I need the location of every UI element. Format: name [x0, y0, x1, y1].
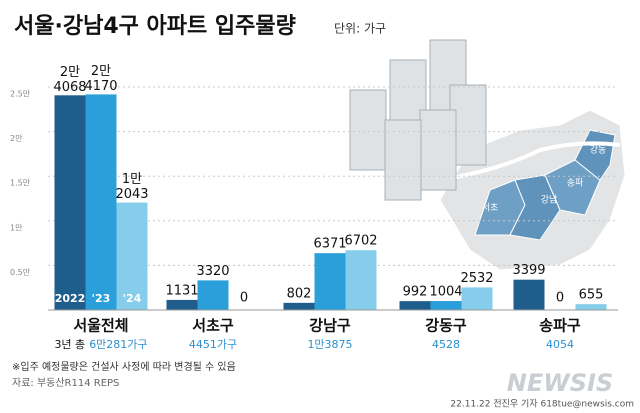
total-label: 4451가구: [189, 338, 237, 351]
x-tick-label: 강동구: [425, 317, 467, 335]
bar: [116, 202, 148, 310]
total-label: 3년 총 6만281가구: [54, 338, 147, 351]
value-label: 0: [240, 291, 248, 306]
total-prefix: 3년 총: [54, 338, 85, 351]
chart-title: 서울·강남4구 아파트 입주물량: [14, 14, 296, 39]
bar: [345, 250, 377, 310]
map-label: 강남: [541, 195, 558, 206]
y-tick-label: 2.5만: [10, 90, 31, 99]
bar: [166, 299, 198, 310]
value-label: 6371: [313, 237, 346, 252]
value-label: 2만: [60, 65, 80, 80]
value-label: 2532: [460, 271, 493, 286]
buildings: [349, 39, 487, 201]
value-label: 0: [556, 291, 564, 306]
value-label: 1004: [429, 285, 462, 300]
total-label: 1만3875: [307, 338, 352, 351]
total-label: 4054: [546, 338, 574, 351]
value-label: 992: [403, 285, 428, 300]
legend-label: '23: [92, 292, 111, 305]
y-tick-label: 0.5만: [10, 268, 31, 277]
value-label: 2만: [91, 64, 111, 79]
bar: [197, 280, 229, 310]
value-label: 4170: [84, 79, 117, 94]
legend-label: 2022: [55, 292, 86, 305]
value-label: 1만: [122, 172, 142, 187]
x-tick-label: 서울전체: [73, 317, 128, 335]
unit: 단위: 가구: [334, 22, 386, 36]
note: ※입주 예정물량은 건설사 사정에 따라 변경될 수 있음: [12, 360, 236, 373]
map: [439, 109, 626, 271]
bar: [399, 301, 431, 310]
map-label: 송파: [567, 178, 584, 189]
x-tick-label: 강남구: [309, 317, 351, 335]
value-label: 3399: [512, 263, 545, 278]
value-label: 1131: [165, 283, 198, 298]
value-label: 3320: [196, 264, 229, 279]
source: 자료: 부동산R114 REPS: [12, 377, 119, 389]
legend-label: '24: [123, 292, 142, 305]
value-label: 802: [287, 286, 312, 301]
y-tick-label: 1만: [10, 223, 23, 232]
credit: 22.11.22 전진우 기자 618tue@newsis.com: [450, 399, 634, 410]
total-label: 4528: [432, 338, 460, 351]
map-label: 강동: [590, 145, 607, 156]
x-tick-label: 송파구: [539, 317, 581, 335]
x-tick-label: 서초구: [192, 317, 234, 335]
bar: [430, 301, 462, 310]
bar: [85, 94, 117, 311]
watermark: NEWSIS: [507, 369, 613, 397]
value-label: 655: [579, 288, 604, 303]
bar: [513, 279, 545, 310]
y-tick-label: 1.5만: [10, 179, 31, 188]
bar: [283, 302, 315, 310]
total-value: 6만281가구: [89, 338, 147, 351]
value-label: 4068: [53, 80, 86, 95]
bar: [575, 304, 607, 310]
bar: [314, 253, 346, 310]
value-label: 2043: [115, 187, 148, 202]
map-label: 서초: [482, 203, 499, 214]
bar: [54, 95, 86, 310]
bar: [461, 287, 493, 310]
value-label: 6702: [344, 234, 377, 249]
y-tick-label: 2만: [10, 134, 23, 143]
